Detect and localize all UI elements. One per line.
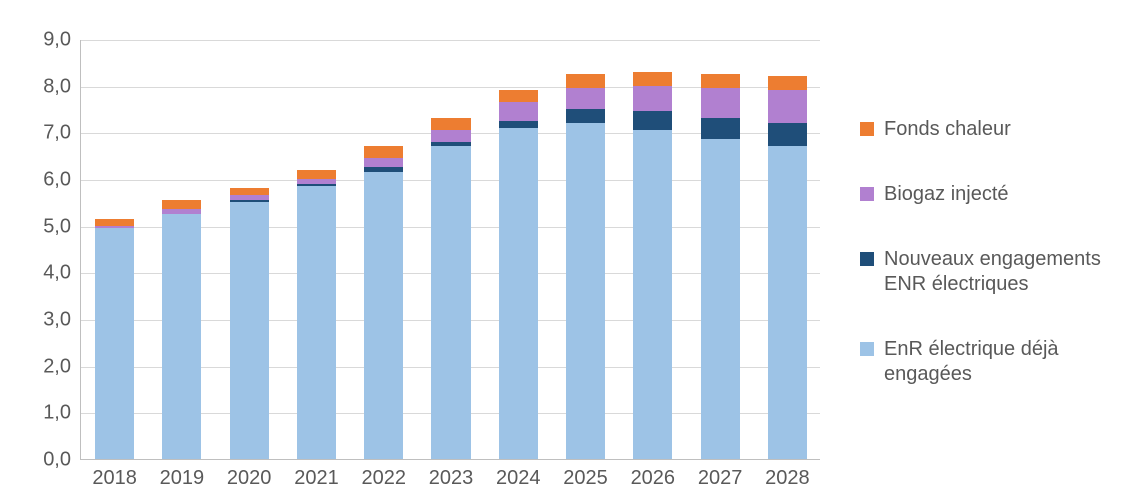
bar-2027: [701, 39, 740, 459]
x-tick-label: 2024: [496, 459, 541, 490]
legend-item-fonds: Fonds chaleur: [860, 117, 1116, 142]
y-tick-label: 5,0: [43, 215, 81, 238]
bar-segment-biogaz: [499, 102, 538, 121]
bar-2024: [499, 39, 538, 459]
legend-label: Nouveaux engagements ENR électriques: [884, 247, 1116, 297]
bar-segment-biogaz: [95, 226, 134, 228]
bar-segment-enr_deja: [431, 146, 470, 459]
bar-segment-nouveaux: [364, 167, 403, 172]
x-tick-label: 2021: [294, 459, 339, 490]
x-tick-label: 2028: [765, 459, 810, 490]
legend-swatch: [860, 342, 874, 356]
bar-2026: [633, 39, 672, 459]
legend-label: Fonds chaleur: [884, 117, 1011, 142]
bar-segment-biogaz: [566, 88, 605, 109]
bar-segment-fonds: [364, 146, 403, 158]
x-tick-label: 2020: [227, 459, 272, 490]
y-tick-label: 4,0: [43, 262, 81, 285]
bar-segment-enr_deja: [297, 186, 336, 459]
bar-segment-biogaz: [633, 86, 672, 112]
y-tick-label: 7,0: [43, 122, 81, 145]
bar-segment-fonds: [499, 90, 538, 102]
bar-segment-nouveaux: [499, 121, 538, 128]
bar-segment-biogaz: [431, 130, 470, 142]
bar-segment-enr_deja: [95, 228, 134, 459]
bar-segment-biogaz: [162, 209, 201, 214]
y-tick-label: 2,0: [43, 355, 81, 378]
bar-segment-biogaz: [701, 88, 740, 118]
y-tick-label: 9,0: [43, 29, 81, 52]
y-tick-label: 3,0: [43, 309, 81, 332]
bar-segment-fonds: [633, 72, 672, 86]
chart-legend: Fonds chaleur Biogaz injecté Nouveaux enga…: [820, 20, 1116, 484]
bar-segment-fonds: [230, 188, 269, 195]
legend-item-biogaz: Biogaz injecté: [860, 182, 1116, 207]
bar-segment-fonds: [768, 76, 807, 90]
x-tick-label: 2026: [631, 459, 676, 490]
bar-segment-enr_deja: [566, 123, 605, 459]
x-tick-label: 2023: [429, 459, 474, 490]
x-tick-label: 2019: [160, 459, 205, 490]
bar-segment-fonds: [701, 74, 740, 88]
chart-plot-area: 0,0 1,0 2,0 3,0 4,0 5,0 6,0 7,0 8,0 9,0 2018 2019 20…: [20, 20, 820, 500]
legend-swatch: [860, 187, 874, 201]
x-tick-label: 2018: [92, 459, 137, 490]
legend-item-enr_deja: EnR électrique déjà engagées: [860, 337, 1116, 387]
bar-segment-fonds: [431, 118, 470, 130]
legend-swatch: [860, 122, 874, 136]
bar-segment-enr_deja: [701, 139, 740, 459]
bar-segment-fonds: [297, 170, 336, 179]
y-tick-label: 8,0: [43, 75, 81, 98]
bar-segment-fonds: [566, 74, 605, 88]
bar-segment-enr_deja: [364, 172, 403, 459]
legend-label: Biogaz injecté: [884, 182, 1009, 207]
bar-segment-biogaz: [364, 158, 403, 167]
plot-region: 0,01,02,03,04,05,06,07,08,09,02018201920…: [80, 40, 820, 460]
bar-segment-enr_deja: [230, 202, 269, 459]
bar-segment-biogaz: [768, 90, 807, 123]
bar-segment-biogaz: [230, 195, 269, 200]
bar-2023: [431, 39, 470, 459]
bar-segment-enr_deja: [768, 146, 807, 459]
bar-segment-biogaz: [297, 179, 336, 184]
chart-container: 0,0 1,0 2,0 3,0 4,0 5,0 6,0 7,0 8,0 9,0 2018 2019 20…: [0, 0, 1136, 504]
legend-label: EnR électrique déjà engagées: [884, 337, 1116, 387]
x-tick-label: 2022: [361, 459, 406, 490]
bar-2019: [162, 39, 201, 459]
bar-segment-fonds: [95, 219, 134, 226]
bar-2028: [768, 39, 807, 459]
bar-segment-nouveaux: [431, 142, 470, 147]
bar-segment-enr_deja: [162, 214, 201, 459]
bar-segment-nouveaux: [566, 109, 605, 123]
legend-item-nouveaux: Nouveaux engagements ENR électriques: [860, 247, 1116, 297]
y-tick-label: 1,0: [43, 402, 81, 425]
legend-swatch: [860, 252, 874, 266]
bar-segment-nouveaux: [768, 123, 807, 146]
bar-segment-nouveaux: [633, 111, 672, 130]
bar-segment-nouveaux: [701, 118, 740, 139]
bar-2025: [566, 39, 605, 459]
y-tick-label: 0,0: [43, 449, 81, 472]
bar-2021: [297, 39, 336, 459]
bar-segment-nouveaux: [297, 184, 336, 186]
x-tick-label: 2025: [563, 459, 608, 490]
bar-segment-enr_deja: [633, 130, 672, 459]
bar-2022: [364, 39, 403, 459]
y-tick-label: 6,0: [43, 169, 81, 192]
bar-segment-enr_deja: [499, 128, 538, 459]
x-tick-label: 2027: [698, 459, 743, 490]
bar-segment-fonds: [162, 200, 201, 209]
bar-segment-nouveaux: [230, 200, 269, 202]
bar-2020: [230, 39, 269, 459]
bar-2018: [95, 39, 134, 459]
